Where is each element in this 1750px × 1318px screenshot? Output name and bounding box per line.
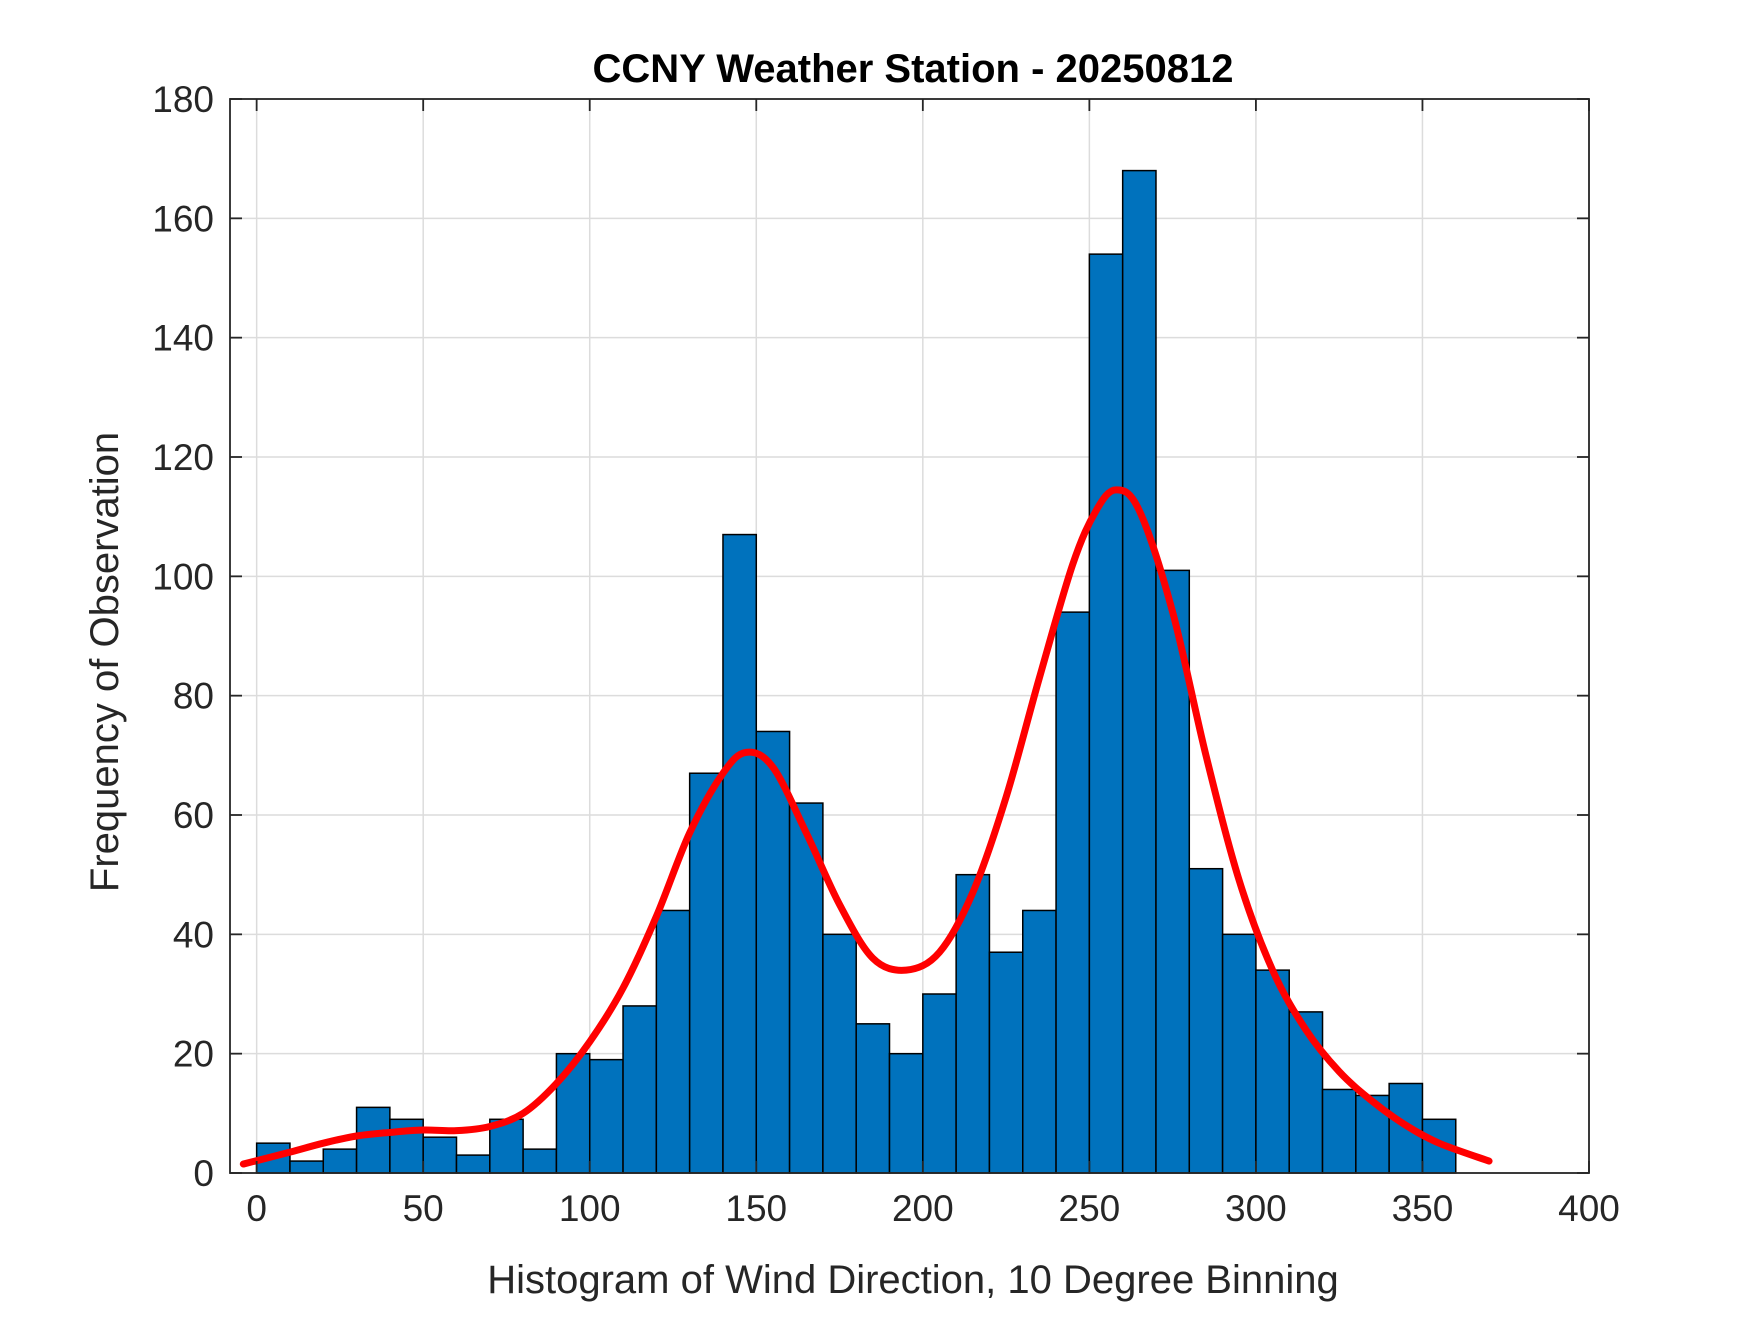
histogram-bar (355, 1106, 391, 1174)
x-tick-label: 250 (1059, 1188, 1121, 1229)
y-tick-label: 60 (173, 795, 214, 836)
histogram-bar (322, 1148, 358, 1174)
histogram-bar (822, 933, 857, 1174)
histogram-bar (922, 993, 957, 1174)
x-tick-label: 200 (892, 1188, 954, 1229)
histogram-bar (722, 533, 758, 1174)
x-axis-label: Histogram of Wind Direction, 10 Degree B… (487, 1258, 1339, 1302)
y-tick-label: 80 (173, 676, 214, 717)
grid-layer (230, 98, 1590, 1174)
histogram-bar (1121, 169, 1157, 1174)
x-tick-label: 100 (559, 1188, 621, 1229)
histogram-bar (289, 1160, 325, 1174)
histogram-bar (455, 1154, 491, 1174)
y-tick-label: 20 (173, 1034, 214, 1075)
histogram-bar (1188, 867, 1224, 1174)
histogram-bar (1088, 253, 1124, 1174)
histogram-bar (655, 909, 691, 1174)
histogram-bar (1022, 909, 1057, 1174)
histogram-bar (988, 951, 1024, 1174)
label-layer: CCNY Weather Station - 20250812 Histogra… (83, 47, 1339, 1302)
histogram-bar (588, 1058, 624, 1174)
y-axis-label: Frequency of Observation (83, 432, 127, 892)
x-tick-label: 150 (725, 1188, 787, 1229)
x-tick-label: 400 (1558, 1188, 1620, 1229)
fit-curve-layer (239, 486, 1493, 1168)
x-tick-label: 300 (1225, 1188, 1287, 1229)
fit-curve-line (239, 486, 1493, 1168)
histogram-bar (855, 1023, 891, 1174)
histogram-bar (1055, 611, 1091, 1174)
y-tick-label: 40 (173, 914, 214, 955)
histogram-bar (1321, 1088, 1357, 1174)
chart-title: CCNY Weather Station - 20250812 (593, 47, 1234, 91)
y-tick-label: 160 (152, 198, 214, 239)
axes-layer: 0 50 100 150 200 250 300 350 400 0 20 40 60 80 100 120 1… (152, 79, 1620, 1229)
bar-layer (255, 169, 1457, 1174)
y-tick-label: 180 (152, 79, 214, 120)
histogram-bar (522, 1148, 558, 1174)
y-tick-label: 120 (152, 437, 214, 478)
x-tick-label: 50 (403, 1188, 444, 1229)
x-tick-label: 350 (1392, 1188, 1454, 1229)
histogram-bar (955, 873, 991, 1174)
y-tick-label: 100 (152, 556, 214, 597)
histogram-bar (555, 1052, 591, 1174)
y-tick-label: 140 (152, 318, 214, 359)
plot-area (230, 99, 1589, 1173)
histogram-bar (622, 1005, 658, 1174)
x-tick-label: 0 (246, 1188, 267, 1229)
histogram-bar (688, 772, 724, 1174)
y-tick-label: 0 (193, 1153, 214, 1194)
histogram-bar (888, 1052, 924, 1174)
histogram-bar (1221, 933, 1257, 1174)
histogram-bar (422, 1136, 458, 1174)
axes-box (229, 98, 1590, 1174)
histogram-bar (755, 730, 791, 1174)
